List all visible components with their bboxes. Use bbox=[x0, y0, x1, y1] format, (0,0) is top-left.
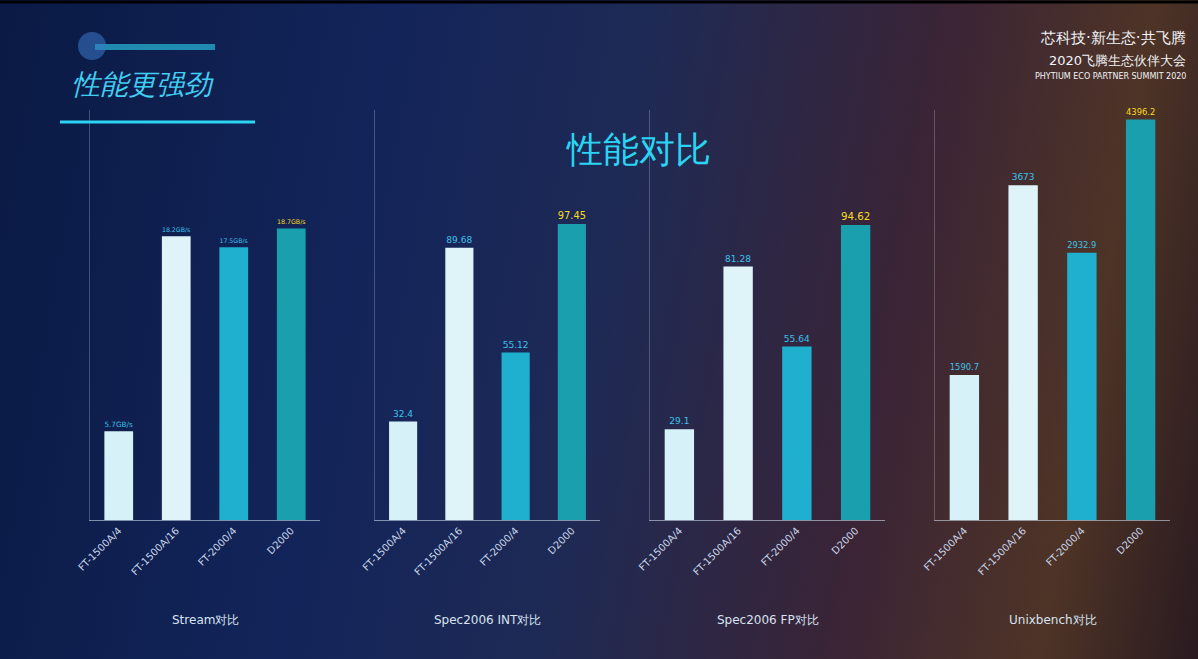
svg-text:2020飞腾生态伙伴大会: 2020飞腾生态伙伴大会 bbox=[1049, 53, 1186, 68]
svg-text:5.7GB/s: 5.7GB/s bbox=[104, 420, 133, 429]
svg-text:81.28: 81.28 bbox=[725, 254, 751, 264]
svg-text:FT-1500A/16: FT-1500A/16 bbox=[976, 525, 1028, 577]
svg-text:Unixbench对比: Unixbench对比 bbox=[1009, 613, 1097, 627]
svg-text:FT-2000/4: FT-2000/4 bbox=[196, 525, 239, 568]
svg-text:FT-1500A/16: FT-1500A/16 bbox=[129, 525, 181, 577]
svg-text:性能对比: 性能对比 bbox=[566, 129, 711, 170]
svg-text:1590.7: 1590.7 bbox=[950, 362, 979, 372]
svg-text:32.4: 32.4 bbox=[393, 409, 413, 419]
svg-text:D2000: D2000 bbox=[265, 525, 296, 556]
svg-text:FT-2000/4: FT-2000/4 bbox=[759, 525, 802, 568]
svg-text:4396.2: 4396.2 bbox=[1126, 107, 1155, 117]
svg-text:D2000: D2000 bbox=[829, 525, 860, 556]
svg-text:94.62: 94.62 bbox=[841, 210, 870, 222]
svg-text:FT-1500A/16: FT-1500A/16 bbox=[691, 525, 743, 577]
svg-text:芯科技·新生态·共飞腾: 芯科技·新生态·共飞腾 bbox=[1040, 29, 1186, 47]
svg-text:97.45: 97.45 bbox=[558, 210, 586, 221]
svg-text:PHYTIUM ECO PARTNER SUMMIT 202: PHYTIUM ECO PARTNER SUMMIT 2020 bbox=[1035, 72, 1186, 81]
svg-text:Stream对比: Stream对比 bbox=[172, 613, 239, 627]
svg-text:89.68: 89.68 bbox=[446, 235, 472, 245]
svg-text:Spec2006 FP对比: Spec2006 FP对比 bbox=[717, 613, 819, 627]
svg-text:FT-1500A/4: FT-1500A/4 bbox=[922, 525, 970, 573]
svg-text:FT-2000/4: FT-2000/4 bbox=[1044, 525, 1087, 568]
svg-text:D2000: D2000 bbox=[1114, 525, 1145, 556]
svg-text:FT-1500A/4: FT-1500A/4 bbox=[637, 525, 685, 573]
svg-text:FT-1500A/4: FT-1500A/4 bbox=[360, 525, 408, 573]
svg-text:18.7GB/s: 18.7GB/s bbox=[277, 218, 306, 225]
svg-text:2932.9: 2932.9 bbox=[1067, 240, 1096, 250]
svg-text:29.1: 29.1 bbox=[669, 416, 689, 426]
svg-text:17.5GB/s: 17.5GB/s bbox=[219, 237, 247, 244]
svg-text:3673: 3673 bbox=[1012, 172, 1035, 182]
svg-text:55.12: 55.12 bbox=[503, 340, 529, 350]
svg-text:FT-1500A/16: FT-1500A/16 bbox=[412, 525, 464, 577]
svg-text:Spec2006 INT对比: Spec2006 INT对比 bbox=[434, 613, 541, 627]
svg-text:FT-1500A/4: FT-1500A/4 bbox=[76, 525, 124, 573]
svg-text:FT-2000/4: FT-2000/4 bbox=[478, 525, 521, 568]
svg-text:D2000: D2000 bbox=[546, 525, 577, 556]
svg-text:55.64: 55.64 bbox=[784, 334, 810, 344]
svg-text:18.2GB/s: 18.2GB/s bbox=[162, 226, 190, 233]
svg-text:性能更强劲: 性能更强劲 bbox=[72, 68, 214, 101]
